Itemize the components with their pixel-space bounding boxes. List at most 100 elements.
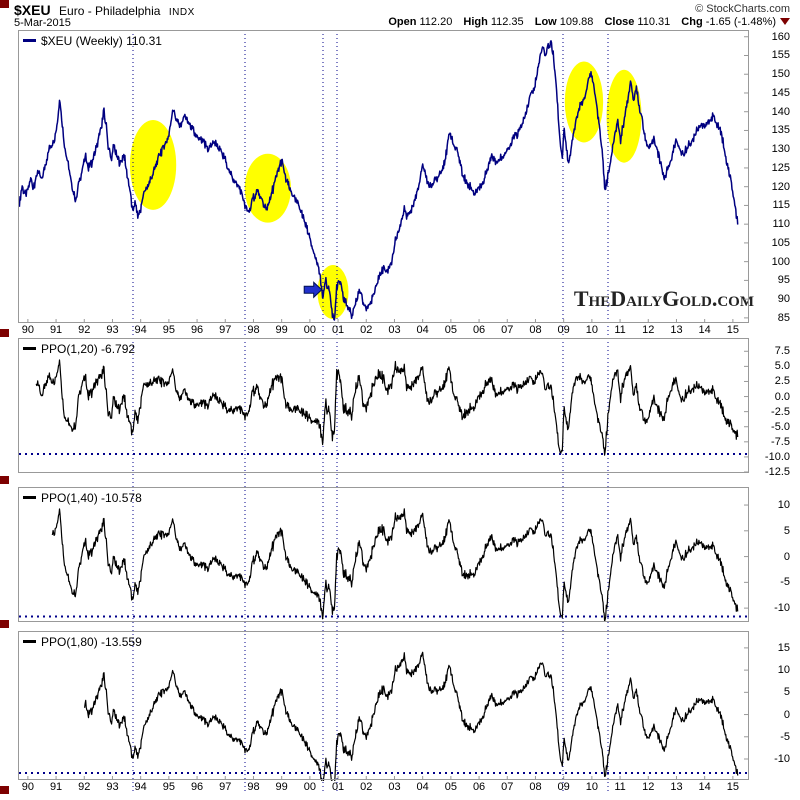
copyright-notice: © StockCharts.com <box>695 3 790 15</box>
open-label: Open <box>388 16 417 28</box>
x-axis-tick-label: 94 <box>134 781 147 793</box>
y-axis-tick-label: 135 <box>771 124 790 137</box>
legend-line-sample <box>23 39 36 43</box>
y-axis-tick-label: -5 <box>780 730 790 743</box>
x-axis-tick-label: 11 <box>614 781 626 793</box>
y-axis-tick-label: 125 <box>771 161 790 174</box>
open-value: 112.20 <box>419 16 453 28</box>
vertical-gridlines-layer <box>132 30 609 794</box>
ppo80-plot <box>19 647 749 781</box>
x-axis-tick-label: 92 <box>78 324 91 336</box>
x-axis-tick-label: 14 <box>698 781 711 793</box>
ppo40-plot <box>19 504 749 622</box>
dailygold-watermark: TheDailyGold.com <box>573 286 754 311</box>
x-axis-tick-label: 00 <box>303 781 316 793</box>
x-axis-tick-label: 03 <box>388 324 401 336</box>
low-label: Low <box>534 16 557 28</box>
ppo40-legend-label: PPO(1,40) <box>41 491 98 505</box>
x-axis-tick-label: 14 <box>698 324 711 336</box>
x-axis-tick-label: 04 <box>416 324 429 336</box>
y-axis-tick-label: 145 <box>771 86 790 99</box>
y-axis-tick-label: -12.5 <box>764 466 790 478</box>
ppo20-plot <box>19 350 749 473</box>
y-axis-tick-label: 105 <box>771 236 790 249</box>
y-axis-tick-label: -5 <box>780 576 790 589</box>
x-axis-tick-label: 13 <box>670 324 683 336</box>
highlight-ellipse <box>129 119 177 210</box>
x-axis-tick-label: 08 <box>529 324 542 336</box>
close-label: Close <box>604 16 635 28</box>
x-axis-tick-label: 06 <box>472 781 486 793</box>
y-axis-tick-label: 100 <box>771 255 790 268</box>
y-axis-tick-label: 155 <box>771 49 790 62</box>
x-axis-tick-label: 02 <box>360 324 373 336</box>
price-legend-value: 110.31 <box>126 34 162 48</box>
high-value: 112.35 <box>490 16 524 28</box>
y-axis-tick-label: 0 <box>783 550 790 563</box>
y-axis-tick-label: -5.0 <box>771 420 790 433</box>
x-axis-tick-label: 90 <box>21 324 34 336</box>
y-axis-tick-label: 10 <box>777 499 790 512</box>
price-plot <box>18 30 749 322</box>
x-axis-tick-label: 92 <box>78 781 91 793</box>
exchange-label: INDX <box>168 7 195 18</box>
ppo40-legend-value: -10.578 <box>101 491 142 505</box>
panel-marker <box>0 620 9 628</box>
x-axis-tick-label: 07 <box>501 781 514 793</box>
y-axis-tick-label: 10 <box>777 664 790 677</box>
y-axis-tick-label: 140 <box>771 105 790 118</box>
y-axis-tick-label: 110 <box>772 218 790 231</box>
y-axis-tick-label: 120 <box>771 180 790 193</box>
x-axis-tick-label: 12 <box>642 781 655 793</box>
y-axis-tick-label: 160 <box>771 30 790 43</box>
panel-marker <box>0 476 9 484</box>
y-axis-tick-label: -10 <box>774 602 790 615</box>
high-label: High <box>463 16 488 28</box>
x-axis-tick-label: 01 <box>331 781 345 793</box>
x-axis-tick-label: 90 <box>21 781 34 793</box>
y-axis-tick-label: -10.0 <box>764 450 790 463</box>
symbol: $XEU <box>14 2 51 18</box>
x-axis-tick-label: 10 <box>585 781 598 793</box>
ppo80-legend-value: -13.559 <box>101 635 142 649</box>
panel-marker <box>0 0 9 8</box>
ppo80-legend: PPO(1,80) -13.559 <box>23 635 142 649</box>
x-axis-tick-label: 98 <box>247 324 260 336</box>
highlight-ellipse <box>564 61 604 143</box>
x-axis-tick-label: 93 <box>106 781 119 793</box>
chart-title: $XEU Euro - Philadelphia INDX <box>14 2 195 20</box>
arrow-annotation <box>303 281 323 299</box>
y-axis-tick-label: 15 <box>777 641 790 654</box>
panel-marker <box>0 786 9 794</box>
x-axis-tick-label: 02 <box>360 781 373 793</box>
chart-date: 5-Mar-2015 <box>14 17 71 29</box>
y-axis-tick-label: -2.5 <box>771 405 790 418</box>
x-axis-tick-label: 96 <box>190 781 204 793</box>
y-axis-tick-label: -7.5 <box>771 435 790 448</box>
y-axis-tick-label: 130 <box>771 143 790 156</box>
price-legend: $XEU (Weekly) 110.31 <box>23 34 162 48</box>
x-axis-tick-label: 96 <box>190 324 204 336</box>
low-value: 109.88 <box>559 16 594 28</box>
y-axis-tick-label: 5 <box>783 524 790 537</box>
x-axis-tick-label: 91 <box>49 781 63 793</box>
y-axis-tick-label: 150 <box>771 68 790 81</box>
x-axis-tick-label: 15 <box>726 324 739 336</box>
change-label: Chg <box>681 16 703 28</box>
x-axis-tick-label: 11 <box>614 324 626 336</box>
y-axis-tick-label: 85 <box>777 311 790 324</box>
x-axis-tick-label: 09 <box>557 324 570 336</box>
x-axis-tick-label: 94 <box>134 324 147 336</box>
x-axis-tick-label: 03 <box>388 781 401 793</box>
y-axis-tick-label: 115 <box>772 199 790 212</box>
y-axis-tick-label: 5.0 <box>774 360 790 373</box>
legend-line-sample <box>23 496 36 500</box>
x-axis-tick-label: 04 <box>416 781 429 793</box>
y-axis-tick-label: -10 <box>774 753 790 765</box>
x-axis-tick-label: 06 <box>472 324 486 336</box>
ppo80-legend-label: PPO(1,80) <box>41 635 98 649</box>
x-axis-tick-label: 13 <box>670 781 683 793</box>
ppo-series-line <box>84 651 739 781</box>
ppo20-legend: PPO(1,20) -6.792 <box>23 342 135 356</box>
